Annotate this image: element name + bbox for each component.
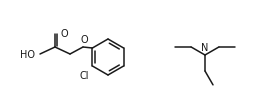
Text: O: O (60, 29, 68, 39)
Text: N: N (201, 43, 209, 53)
Text: Cl: Cl (80, 70, 89, 80)
Text: O: O (80, 35, 88, 45)
Text: HO: HO (20, 50, 35, 59)
